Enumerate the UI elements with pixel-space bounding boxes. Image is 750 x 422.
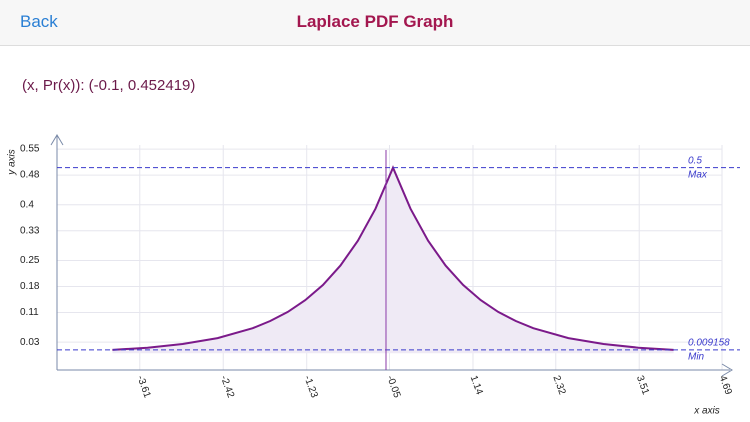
y-axis-arrow [50,134,64,146]
y-tick-label: 0.33 [20,225,40,236]
x-tick-label: 3.51 [634,374,651,396]
x-axis-label: x axis [693,406,720,417]
y-tick-label: 0.55 [20,144,40,155]
x-tick-label: -1.23 [301,374,319,400]
area-fill [112,167,674,354]
x-tick-label: -2.42 [218,374,236,400]
x-tick-label: 1.14 [468,374,485,396]
min-label: Min [688,352,705,363]
max-label: Max [688,169,708,180]
y-tick-label: 0.48 [20,170,40,181]
readout: (x, Pr(x)): (-0.1, 0.452419) [22,77,196,94]
x-tick-label: 2.32 [550,374,567,396]
back-button[interactable]: Back [20,12,58,31]
x-tick-label: 4.69 [717,374,734,396]
y-tick-label: 0.03 [20,337,40,348]
y-tick-label: 0.18 [20,281,40,292]
x-tick-label: -3.61 [134,374,152,400]
header: Back Laplace PDF Graph [0,0,750,46]
x-tick-label: -0.05 [384,374,402,400]
y-tick-label: 0.25 [20,255,40,266]
screen-title: Laplace PDF Graph [296,12,454,31]
max-value: 0.5 [688,155,702,166]
y-tick-label: 0.4 [20,199,34,210]
y-tick-label: 0.11 [20,307,39,318]
min-value: 0.009158 [688,338,730,349]
x-axis-arrow [721,363,733,377]
y-axis-label: y axis [7,149,18,176]
